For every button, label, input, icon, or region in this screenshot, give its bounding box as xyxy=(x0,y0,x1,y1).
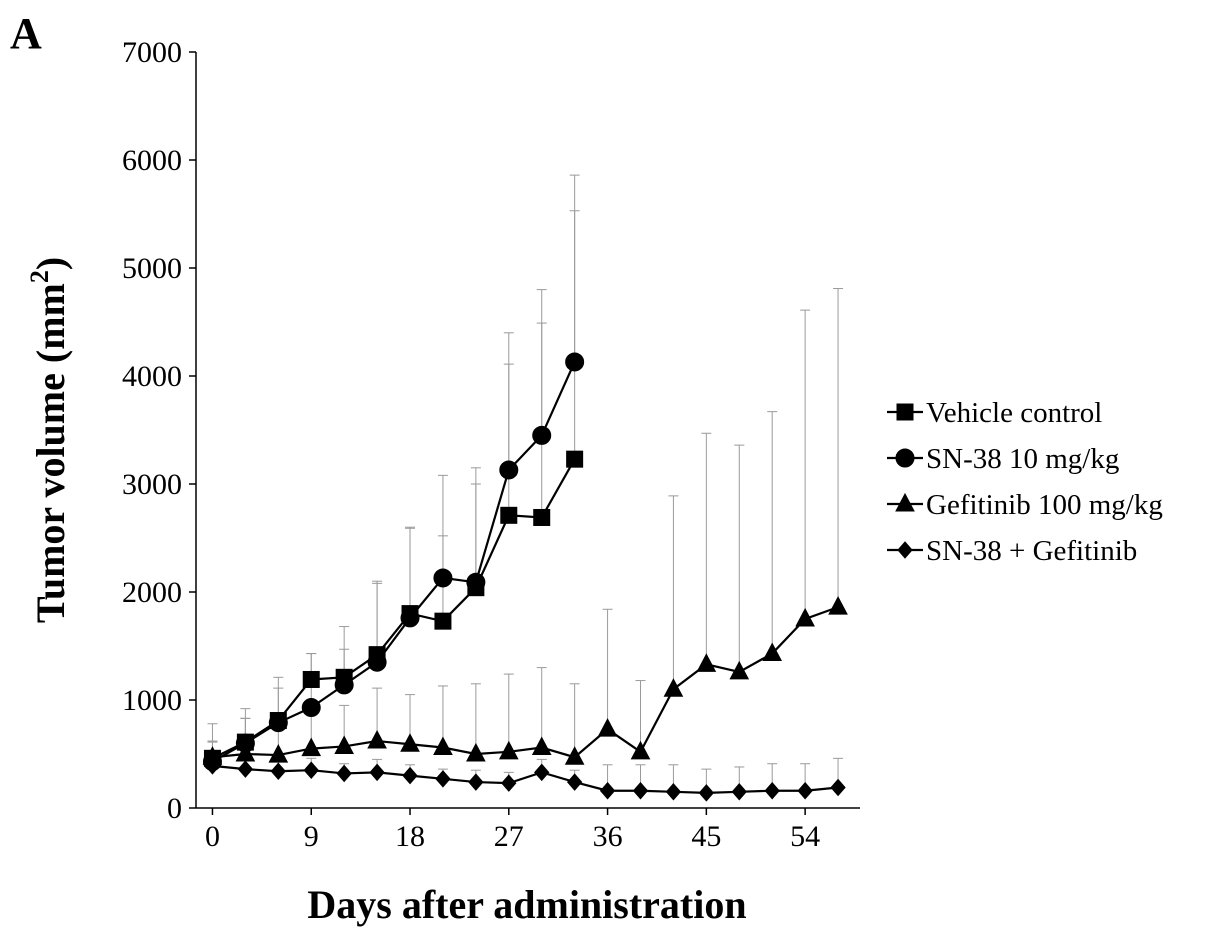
error-bars xyxy=(207,174,844,793)
data-point-diamond xyxy=(731,783,747,801)
legend-marker-triangle xyxy=(895,492,915,512)
series-line-square xyxy=(211,458,576,760)
x-tick-label: 18 xyxy=(395,820,425,853)
legend-label: SN-38 + Gefitinib xyxy=(926,535,1137,567)
data-point-triangle xyxy=(531,736,552,756)
series-layer xyxy=(202,352,848,802)
data-point-diamond xyxy=(303,761,319,779)
x-tick-label: 54 xyxy=(790,820,820,853)
data-point-diamond xyxy=(665,783,682,801)
y-tick-label: 5000 xyxy=(122,252,182,285)
data-point-circle xyxy=(334,675,354,695)
series-line-circle xyxy=(211,361,576,763)
data-point-circle xyxy=(400,608,420,628)
data-point-triangle xyxy=(795,607,815,627)
legend-marker-square xyxy=(896,403,914,421)
y-tick-label: 1000 xyxy=(122,684,182,717)
data-point-square xyxy=(500,506,518,524)
data-point-triangle xyxy=(433,736,453,756)
data-point-triangle xyxy=(828,596,848,615)
legend-entry-diamond: SN-38 + Gefitinib xyxy=(887,535,1137,567)
data-point-circle xyxy=(499,460,519,480)
data-point-diamond xyxy=(764,781,780,800)
data-point-square xyxy=(533,508,551,526)
data-point-diamond xyxy=(797,781,813,800)
data-point-diamond xyxy=(830,778,846,797)
data-point-triangle xyxy=(466,742,486,762)
data-point-square xyxy=(566,450,584,468)
y-axis-title-close: ) xyxy=(28,257,73,270)
legend-label: Vehicle control xyxy=(926,397,1102,429)
y-tick-label: 4000 xyxy=(122,360,182,393)
y-axis-title-superscript: 2 xyxy=(25,270,54,283)
data-point-diamond xyxy=(534,763,550,782)
data-point-diamond xyxy=(336,764,352,783)
data-point-diamond xyxy=(566,773,583,791)
y-tick-label: 0 xyxy=(167,792,182,825)
legend-entry-triangle: Gefitinib 100 mg/kg xyxy=(887,489,1163,521)
x-tick-label: 45 xyxy=(691,820,721,853)
data-point-triangle xyxy=(630,740,651,760)
panel-label: A xyxy=(10,9,42,58)
data-point-circle xyxy=(301,698,321,718)
legend-marker-circle xyxy=(895,448,915,468)
x-axis-title: Days after administration xyxy=(307,882,746,927)
axes: 0 1000 2000 3000 4000 5000 6000 7000 0 9 18 27 36 45 5… xyxy=(122,36,860,853)
data-point-circle xyxy=(565,352,585,372)
data-point-triangle xyxy=(268,744,289,763)
y-axis-title-text: Tumor volume (mm xyxy=(28,283,73,623)
data-point-diamond xyxy=(698,784,715,802)
x-tick-label: 9 xyxy=(304,820,319,853)
x-tick-label: 36 xyxy=(593,820,623,853)
data-point-circle xyxy=(367,652,387,672)
data-point-triangle xyxy=(367,729,387,749)
legend: Vehicle control SN-38 10 mg/kg Gefitinib 1… xyxy=(887,397,1163,567)
legend-marker-diamond xyxy=(897,541,913,559)
data-point-triangle xyxy=(498,740,519,760)
legend-entry-square: Vehicle control xyxy=(887,397,1102,429)
x-tick-label: 0 xyxy=(205,820,220,853)
y-tick-label: 6000 xyxy=(122,144,182,177)
y-tick-label: 2000 xyxy=(122,576,182,609)
data-point-circle xyxy=(466,572,486,592)
data-point-diamond xyxy=(599,781,616,800)
y-tick-label: 3000 xyxy=(122,468,182,501)
data-point-triangle xyxy=(301,737,322,757)
data-point-diamond xyxy=(369,763,385,782)
data-point-diamond xyxy=(632,781,649,800)
data-point-triangle xyxy=(564,746,585,765)
data-point-diamond xyxy=(435,770,451,788)
data-point-circle xyxy=(433,568,453,588)
x-tick-label: 27 xyxy=(494,820,524,853)
data-point-diamond xyxy=(468,773,484,791)
legend-label: Gefitinib 100 mg/kg xyxy=(926,489,1163,521)
data-point-circle xyxy=(268,713,288,733)
data-point-triangle xyxy=(696,653,717,672)
data-point-diamond xyxy=(270,762,286,781)
data-point-triangle xyxy=(400,733,420,752)
data-point-triangle xyxy=(663,678,684,697)
y-axis-title: Tumor volume (mm2) xyxy=(25,257,73,623)
legend-entry-circle: SN-38 10 mg/kg xyxy=(887,443,1119,475)
data-point-triangle xyxy=(729,660,750,680)
legend-label: SN-38 10 mg/kg xyxy=(926,443,1119,475)
data-point-square xyxy=(434,612,452,630)
data-point-diamond xyxy=(402,766,418,785)
data-point-diamond xyxy=(237,760,254,778)
data-point-square xyxy=(302,670,320,688)
data-point-diamond xyxy=(204,757,221,775)
data-point-diamond xyxy=(501,774,517,792)
y-tick-label: 7000 xyxy=(122,36,182,69)
data-point-triangle xyxy=(334,735,354,754)
data-point-circle xyxy=(532,425,552,445)
data-point-triangle xyxy=(762,642,783,662)
data-point-triangle xyxy=(597,718,618,737)
